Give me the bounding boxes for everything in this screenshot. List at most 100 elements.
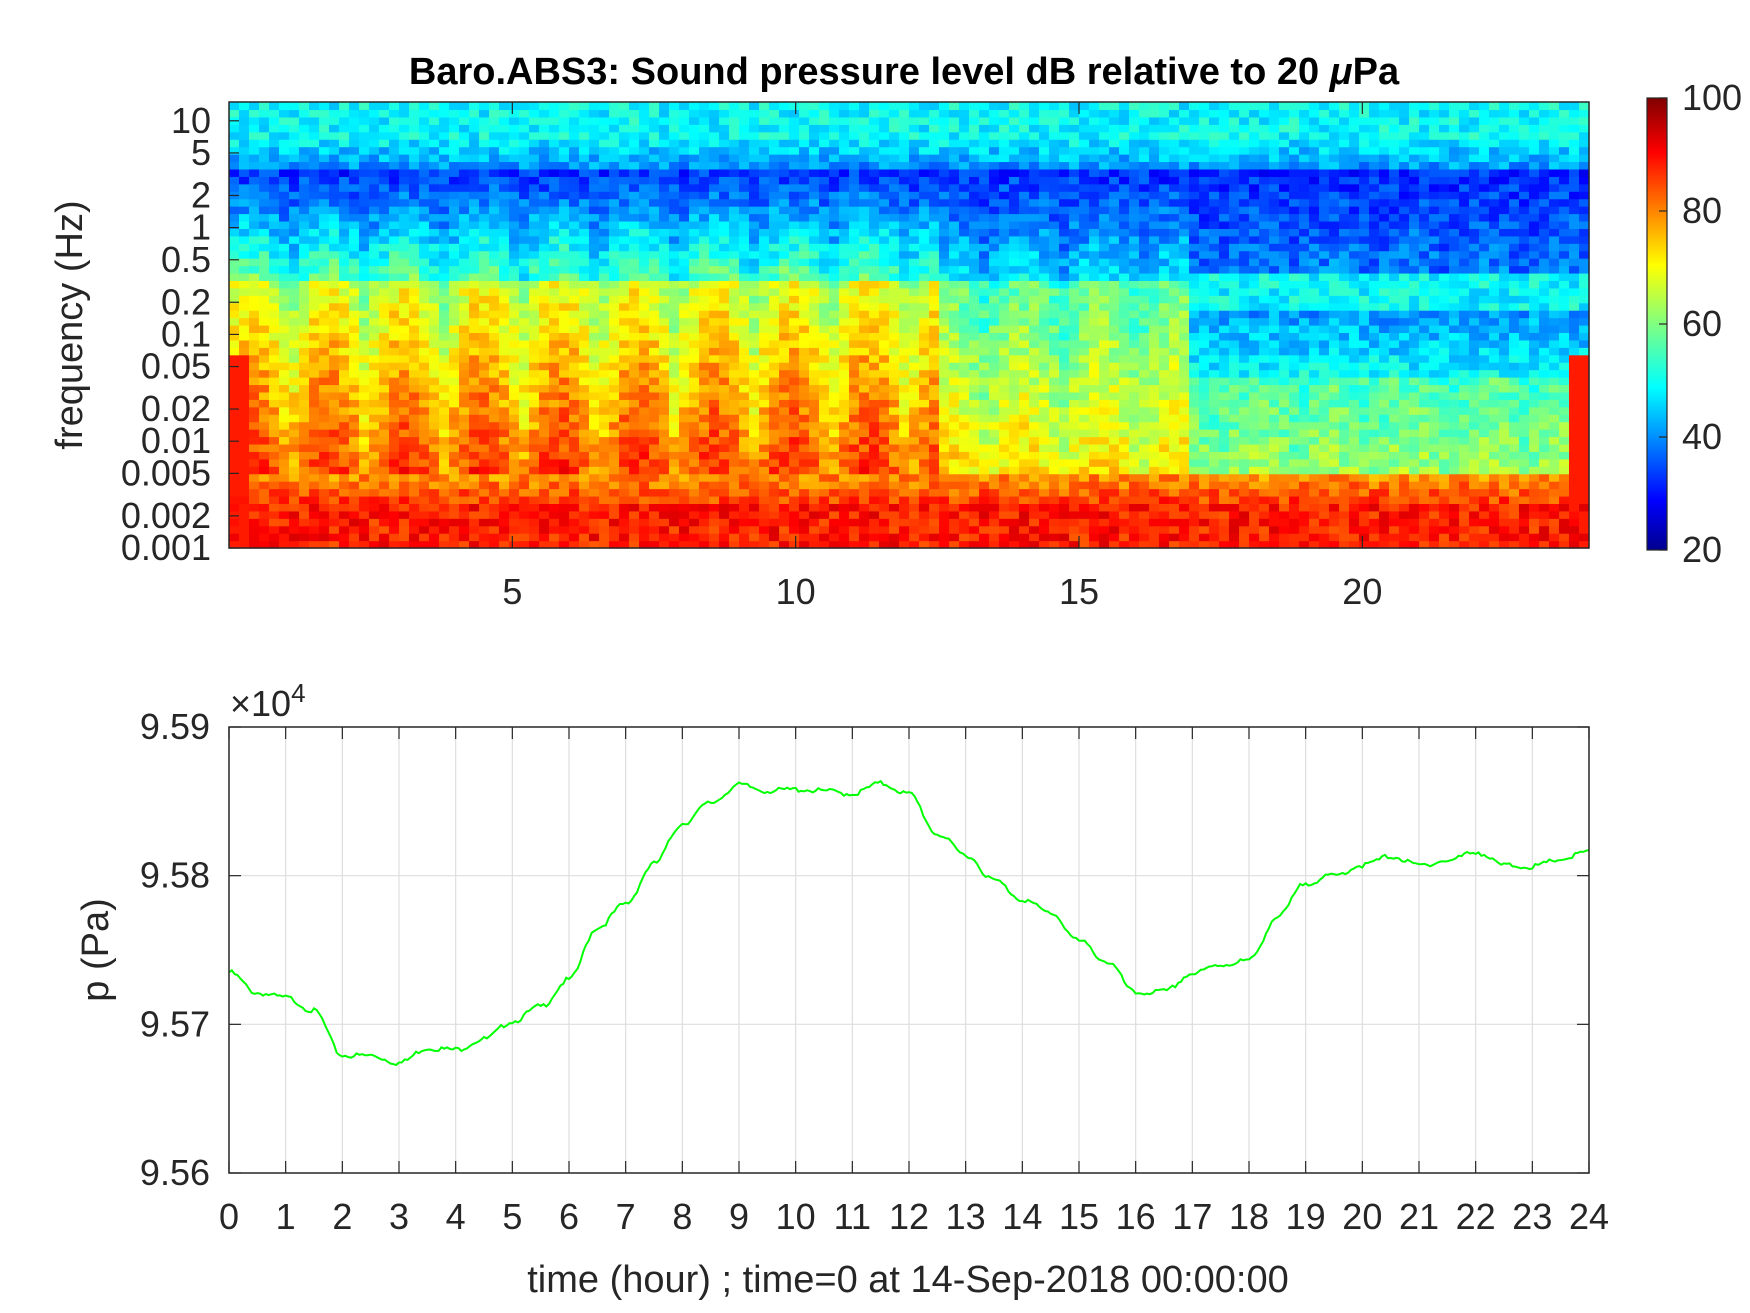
spectrogram-cell	[729, 235, 740, 244]
spectrogram-cell	[619, 235, 630, 244]
spectrogram-cell	[669, 436, 680, 445]
spectrogram-cell	[989, 354, 1000, 363]
spectrogram-cell	[319, 272, 330, 281]
spectrogram-cell	[229, 458, 240, 467]
spectrogram-cell	[389, 362, 400, 371]
spectrogram-cell	[269, 139, 280, 148]
spectrogram-cell	[249, 503, 260, 512]
spectrogram-cell	[919, 265, 930, 274]
spectrogram-cell	[569, 206, 580, 215]
spectrogram-cell	[939, 495, 950, 504]
spectrogram-cell	[339, 146, 350, 155]
spectrogram-cell	[519, 369, 530, 378]
spectrogram-cell	[959, 124, 970, 133]
spectrogram-cell	[669, 369, 680, 378]
spectrogram-cell	[819, 272, 830, 281]
spectrogram-cell	[259, 198, 270, 207]
spectrogram-cell	[819, 369, 830, 378]
spectrogram-cell	[919, 495, 930, 504]
spectrogram-cell	[1019, 503, 1030, 512]
spectrogram-cell	[979, 235, 990, 244]
spectrogram-cell	[559, 161, 570, 170]
spectrogram-cell	[1029, 495, 1040, 504]
spectrogram-cell	[999, 220, 1010, 229]
spectrogram-cell	[359, 131, 370, 140]
spectrogram-cell	[299, 183, 310, 192]
spectrogram-cell	[579, 451, 590, 460]
spectrogram-cell	[829, 429, 840, 438]
spectrogram-cell	[1019, 377, 1030, 386]
spectrogram-cell	[769, 362, 780, 371]
spectrogram-cell	[289, 265, 300, 274]
spectrogram-cell	[769, 109, 780, 118]
spectrogram-cell	[729, 339, 740, 348]
spectrogram-cell	[619, 176, 630, 185]
spectrogram-cell	[849, 191, 860, 200]
spectrogram-cell	[399, 525, 410, 534]
spectrogram-cell	[239, 213, 250, 222]
spectrogram-cell	[409, 131, 420, 140]
spectrogram-cell	[229, 258, 240, 267]
spectrogram-cell	[699, 347, 710, 356]
spectrogram-cell	[479, 369, 490, 378]
spectrogram-cell	[559, 198, 570, 207]
spectrogram-cell	[599, 332, 610, 341]
spectrogram-cell	[359, 146, 370, 155]
spectrogram-cell	[1029, 116, 1040, 125]
spectrogram-cell	[529, 436, 540, 445]
spectrogram-cell	[399, 176, 410, 185]
spectrogram-cell	[339, 495, 350, 504]
spectrogram-cell	[789, 258, 800, 267]
spectrogram-cell	[889, 481, 900, 490]
spectrogram-cell	[749, 466, 760, 475]
spectrogram-cell	[349, 377, 360, 386]
spectrogram-cell	[279, 414, 290, 423]
spectrogram-cell	[609, 265, 620, 274]
spectrogram-cell	[839, 243, 850, 252]
spectrogram-cell	[309, 154, 320, 163]
spectrogram-cell	[1049, 354, 1060, 363]
spectrogram-cell	[349, 102, 360, 111]
spectrogram-cell	[279, 466, 290, 475]
spectrogram-cell	[299, 369, 310, 378]
spectrogram-cell	[799, 347, 810, 356]
spectrogram-cell	[369, 466, 380, 475]
spectrogram-cell	[989, 220, 1000, 229]
spectrogram-cell	[309, 168, 320, 177]
spectrogram-cell	[1019, 220, 1030, 229]
spectrogram-cell	[719, 458, 730, 467]
spectrogram-cell	[1019, 102, 1030, 111]
spectrogram-cell	[509, 377, 520, 386]
spectrogram-cell	[389, 228, 400, 237]
spectrogram-cell	[369, 362, 380, 371]
spectrogram-cell	[369, 325, 380, 334]
spectrogram-cell	[779, 191, 790, 200]
spectrogram-cell	[929, 317, 940, 326]
spectrogram-cell	[589, 414, 600, 423]
spectrogram-cell	[479, 451, 490, 460]
spectrogram-cell	[869, 325, 880, 334]
spectrogram-cell	[629, 258, 640, 267]
spectrogram-cell	[779, 414, 790, 423]
spectrogram-cell	[859, 154, 870, 163]
spectrogram-cell	[379, 421, 390, 430]
spectrogram-cell	[729, 131, 740, 140]
spectrogram-cell	[359, 161, 370, 170]
spectrogram-cell	[739, 213, 750, 222]
spectrogram-cell	[909, 540, 920, 549]
spectrogram-cell	[259, 481, 270, 490]
spectrogram-cell	[1039, 391, 1050, 400]
spectrogram-cell	[259, 369, 270, 378]
spectrogram-cell	[869, 488, 880, 497]
spectrogram-cell	[279, 235, 290, 244]
spectrogram-cell	[339, 131, 350, 140]
spectrogram-cell	[549, 109, 560, 118]
spectrogram-cell	[1009, 206, 1020, 215]
spectrogram-cell	[969, 250, 980, 259]
spectrogram-cell	[859, 183, 870, 192]
spectrogram-cell	[809, 124, 820, 133]
spectrogram-cell	[329, 495, 340, 504]
spectrogram-cell	[919, 124, 930, 133]
spectrogram-cell	[509, 481, 520, 490]
spectrogram-cell	[679, 466, 690, 475]
